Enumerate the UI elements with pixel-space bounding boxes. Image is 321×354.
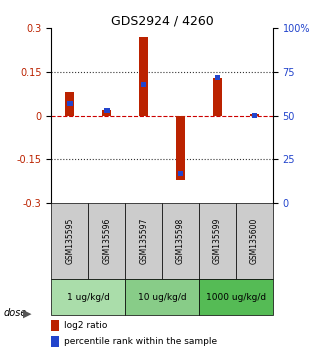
Text: GSM135599: GSM135599 bbox=[213, 218, 222, 264]
Bar bbox=[51, 320, 59, 331]
Text: 1 ug/kg/d: 1 ug/kg/d bbox=[67, 293, 110, 302]
Bar bbox=[141, 82, 146, 87]
Text: GSM135597: GSM135597 bbox=[139, 218, 148, 264]
Bar bbox=[250, 114, 259, 116]
Bar bbox=[178, 171, 183, 176]
Bar bbox=[162, 203, 199, 279]
Text: percentile rank within the sample: percentile rank within the sample bbox=[64, 337, 217, 346]
Bar bbox=[51, 279, 125, 315]
Text: 10 ug/kg/d: 10 ug/kg/d bbox=[138, 293, 187, 302]
Text: GSM135596: GSM135596 bbox=[102, 218, 111, 264]
Text: GSM135600: GSM135600 bbox=[250, 218, 259, 264]
Bar bbox=[104, 108, 109, 113]
Bar bbox=[236, 203, 273, 279]
Bar bbox=[67, 101, 73, 106]
Bar bbox=[213, 78, 222, 116]
Bar bbox=[125, 203, 162, 279]
Bar bbox=[51, 203, 88, 279]
Bar bbox=[199, 279, 273, 315]
Bar bbox=[102, 110, 111, 116]
Bar bbox=[65, 92, 74, 116]
Bar bbox=[125, 279, 199, 315]
Bar bbox=[199, 203, 236, 279]
Text: dose: dose bbox=[3, 308, 27, 318]
Bar bbox=[51, 336, 59, 347]
Bar bbox=[139, 37, 148, 116]
Bar bbox=[88, 203, 125, 279]
Bar bbox=[215, 75, 220, 80]
Title: GDS2924 / 4260: GDS2924 / 4260 bbox=[111, 14, 213, 27]
Text: ▶: ▶ bbox=[22, 308, 31, 318]
Text: GSM135598: GSM135598 bbox=[176, 218, 185, 264]
Text: log2 ratio: log2 ratio bbox=[64, 321, 107, 330]
Bar bbox=[176, 116, 185, 180]
Text: GSM135595: GSM135595 bbox=[65, 218, 74, 264]
Text: 1000 ug/kg/d: 1000 ug/kg/d bbox=[206, 293, 266, 302]
Bar bbox=[252, 113, 257, 118]
